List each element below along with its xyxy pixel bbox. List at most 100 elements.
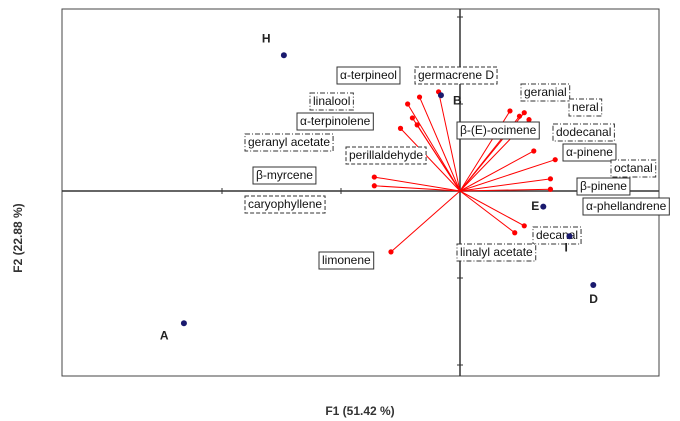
variable-label-box xyxy=(296,112,374,131)
variable-label-box xyxy=(244,133,334,152)
variable-vector xyxy=(390,190,461,253)
variable-vector xyxy=(459,190,516,234)
variable-label-box xyxy=(456,121,540,140)
variable-label-text: linalool xyxy=(313,94,350,108)
variable-label-text: limonene xyxy=(322,253,371,267)
variable-label-box xyxy=(336,66,401,85)
variable-label-text: caryophyllene xyxy=(248,197,322,211)
variable-label-box xyxy=(414,66,498,85)
y-axis-title: F2 (22.88 %) xyxy=(11,203,25,272)
variable-vector xyxy=(438,91,461,192)
observation-label: I xyxy=(564,240,567,254)
variable-label-text: geranial xyxy=(524,85,567,99)
variable-label: linalool xyxy=(309,92,354,111)
variable-label: neral xyxy=(568,98,603,117)
variable-label: octanal xyxy=(610,159,657,178)
variable-vector xyxy=(459,190,525,227)
variable-vector xyxy=(419,96,461,192)
variable-label-box xyxy=(568,98,603,117)
variable-label-box xyxy=(610,159,657,178)
variable-point xyxy=(416,94,423,100)
variable-point xyxy=(552,157,558,163)
variable-label: α-terpinolene xyxy=(296,112,374,131)
variable-label-box xyxy=(252,166,317,185)
variable-vector xyxy=(459,150,535,192)
observation-point xyxy=(437,92,444,99)
variable-label-text: α-terpinolene xyxy=(300,114,371,128)
variable-vector xyxy=(459,159,556,192)
variable-point xyxy=(526,117,532,123)
variable-label-text: perillaldehyde xyxy=(349,148,423,162)
variable-label: β-myrcene xyxy=(252,166,317,185)
variable-point xyxy=(397,125,404,131)
variable-vector xyxy=(400,128,461,192)
variable-point xyxy=(521,110,527,116)
variable-point xyxy=(521,223,527,229)
variable-label-box xyxy=(582,197,670,216)
variable-vector xyxy=(407,103,461,192)
variable-vector xyxy=(374,185,461,192)
variable-label-box xyxy=(562,143,617,162)
variable-label: α-phellandrene xyxy=(582,197,670,216)
variable-label: α-terpineol xyxy=(336,66,401,85)
variable-label: germacrene D xyxy=(414,66,498,85)
variable-vector xyxy=(374,176,461,192)
variable-label-box xyxy=(309,92,354,111)
variable-label: perillaldehyde xyxy=(345,146,427,165)
variable-point xyxy=(516,113,523,119)
variable-label-text: linalyl acetate xyxy=(460,245,533,259)
observation-point xyxy=(590,281,597,288)
variable-label-box xyxy=(456,243,537,262)
variable-vector xyxy=(459,178,551,192)
variable-point xyxy=(405,101,411,107)
variable-label: dodecanal xyxy=(552,123,615,142)
variable-label: β-pinene xyxy=(576,177,631,196)
variable-label: geranial xyxy=(520,83,571,102)
variable-label: caryophyllene xyxy=(244,195,326,214)
observation-label: A xyxy=(160,328,169,342)
observation-point xyxy=(540,203,547,210)
variable-label-box xyxy=(552,123,615,142)
x-axis-title: F1 (51.42 %) xyxy=(325,404,394,418)
variable-label-text: β-(E)-ocimene xyxy=(460,123,537,137)
variable-label-box xyxy=(576,177,631,196)
variable-label-box xyxy=(244,195,326,214)
variable-point xyxy=(547,186,554,192)
variable-labels: α-terpineol germacrene D linalool α-terpino… xyxy=(244,66,670,270)
variable-label: decanal xyxy=(532,226,582,245)
variable-label-text: α-phellandrene xyxy=(586,199,667,213)
variable-label-text: β-myrcene xyxy=(256,168,313,182)
variable-label: geranyl acetate xyxy=(244,133,334,152)
variable-point xyxy=(547,176,554,182)
variable-point xyxy=(409,115,415,121)
observation-points: HBFEIDA xyxy=(160,31,598,342)
variable-label-box xyxy=(532,226,582,245)
variable-label-text: geranyl acetate xyxy=(248,135,330,149)
variable-vector xyxy=(416,124,461,192)
variable-label: limonene xyxy=(318,251,375,270)
observation-label: E xyxy=(531,199,539,213)
variable-point xyxy=(414,122,420,128)
observation-label: D xyxy=(589,292,598,306)
variable-label-box xyxy=(345,146,427,165)
observation-label: B xyxy=(453,93,462,107)
variable-point xyxy=(388,249,394,255)
observation-point xyxy=(280,52,287,59)
variable-label-text: dodecanal xyxy=(556,125,611,139)
variable-label: β-(E)-ocimene xyxy=(456,121,540,140)
variable-label-text: β-pinene xyxy=(580,179,627,193)
variable-label-text: neral xyxy=(572,100,599,114)
variable-point xyxy=(507,108,513,114)
observation-point xyxy=(180,320,187,327)
observation-point xyxy=(566,233,573,240)
variable-point xyxy=(531,148,537,154)
variable-label: linalyl acetate xyxy=(456,243,537,262)
variable-vectors xyxy=(371,89,558,255)
variable-label-text: α-terpineol xyxy=(340,68,397,82)
variable-label-box xyxy=(520,83,571,102)
variable-point xyxy=(512,230,518,236)
plot-frame xyxy=(61,8,660,377)
observation-label: H xyxy=(262,31,271,45)
variable-label-text: decanal xyxy=(536,228,578,242)
